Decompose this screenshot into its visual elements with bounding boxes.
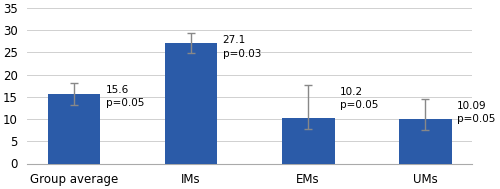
Text: 10.09
p=0.05: 10.09 p=0.05 [457, 101, 496, 124]
Text: 10.2
p=0.05: 10.2 p=0.05 [340, 87, 378, 110]
Bar [164, 43, 218, 163]
Text: 15.6
p=0.05: 15.6 p=0.05 [106, 85, 144, 108]
Bar [48, 94, 100, 163]
Bar [399, 119, 452, 163]
Text: 27.1
p=0.03: 27.1 p=0.03 [222, 35, 261, 59]
Bar [282, 118, 335, 163]
